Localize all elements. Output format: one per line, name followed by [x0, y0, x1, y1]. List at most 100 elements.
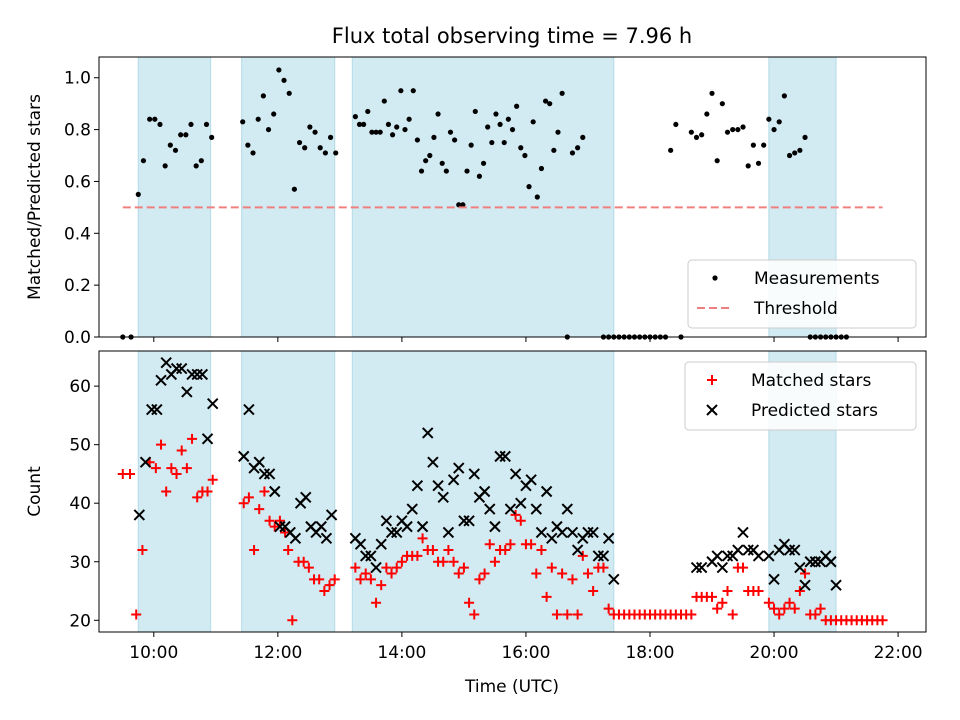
- measurement-point: [188, 121, 194, 128]
- matched-star-marker: [598, 562, 609, 573]
- predicted-star-marker: [571, 544, 584, 556]
- measurement-point: [255, 116, 261, 122]
- measurement-point: [668, 147, 674, 153]
- matched-star-marker: [303, 562, 314, 573]
- measurement-point: [735, 126, 741, 133]
- matched-star-marker: [458, 562, 469, 573]
- measurement-point: [569, 150, 576, 156]
- measurement-point: [410, 88, 416, 94]
- measurement-point: [485, 124, 491, 130]
- legend-box: [687, 259, 917, 329]
- matched-star-marker: [391, 562, 402, 573]
- predicted-star-marker: [422, 427, 434, 439]
- matched-star-marker: [505, 539, 516, 550]
- matched-star-marker: [526, 539, 537, 550]
- matched-star-marker: [264, 515, 275, 526]
- predicted-star-marker: [556, 526, 568, 539]
- x-axis-label: Time (UTC): [464, 677, 559, 697]
- predicted-star-marker: [406, 503, 418, 515]
- matched-star-marker: [603, 603, 614, 614]
- matched-star-marker: [192, 492, 203, 503]
- measurement-point: [688, 129, 694, 135]
- matched-star-marker: [156, 439, 167, 450]
- measurement-point: [140, 158, 147, 164]
- matched-star-marker: [577, 550, 588, 561]
- matched-star-marker: [412, 550, 423, 561]
- legend-label: Predicted stars: [751, 401, 878, 421]
- axes-frame: [98, 350, 927, 633]
- measurement-point: [377, 129, 383, 135]
- matched-star-marker: [360, 568, 371, 579]
- matched-star-marker: [712, 603, 723, 614]
- matched-star-marker: [207, 474, 218, 485]
- predicted-star-marker: [597, 550, 610, 562]
- measurement-point: [209, 134, 215, 140]
- matched-star-marker: [443, 545, 454, 556]
- measurement-point: [538, 165, 545, 172]
- measurement-point: [480, 160, 487, 166]
- predicted-star-marker: [401, 520, 413, 533]
- matched-star-marker: [417, 533, 428, 544]
- matched-star-marker: [546, 562, 557, 573]
- measurement-point: [489, 139, 495, 146]
- measurement-point: [307, 124, 313, 130]
- measurement-point: [431, 134, 437, 140]
- matched-star-marker: [150, 463, 161, 474]
- measurement-point: [435, 111, 441, 117]
- predicted-star-marker: [484, 503, 496, 515]
- measurement-point: [423, 158, 429, 164]
- predicted-star-marker: [258, 468, 271, 480]
- measurement-point: [271, 111, 277, 117]
- predicted-star-marker: [582, 526, 594, 539]
- measurement-point: [724, 129, 731, 135]
- matched-star-marker: [314, 574, 325, 585]
- predicted-star-marker: [752, 550, 765, 562]
- predicted-star-marker: [499, 450, 511, 463]
- matched-star-marker: [319, 586, 330, 597]
- predicted-star-marker: [207, 397, 219, 410]
- predicted-star-marker: [380, 515, 393, 527]
- measurement-point: [802, 134, 808, 140]
- measurement-point: [418, 168, 425, 174]
- matched-star-marker: [582, 568, 593, 579]
- predicted-star-marker: [133, 509, 146, 521]
- measurement-point: [699, 132, 705, 138]
- y-tick-label: 0.4: [64, 224, 91, 244]
- measurement-point: [719, 101, 725, 107]
- measurement-point: [468, 142, 474, 148]
- predicted-star-marker: [732, 544, 744, 556]
- measurement-point: [526, 184, 532, 190]
- predicted-star-marker: [325, 509, 338, 521]
- measurement-point: [542, 98, 549, 104]
- measurement-point: [514, 103, 520, 109]
- matched-star-marker: [794, 586, 805, 597]
- predicted-star-marker: [695, 561, 708, 574]
- predicted-star-marker: [830, 579, 842, 591]
- top-panel: 0.0 0.2 0.4 0.6 0.8 1.0 Matched/Predicted star…: [25, 56, 927, 348]
- y-tick-label: 1.0: [64, 69, 91, 89]
- x-tick-label: 12:00: [253, 643, 302, 663]
- measurement-point: [414, 137, 420, 143]
- matched-star-marker: [371, 597, 382, 608]
- measurement-point: [193, 163, 199, 169]
- matched-star-marker: [249, 545, 260, 556]
- matched-star-marker: [202, 486, 213, 497]
- predicted-star-marker: [253, 456, 265, 468]
- matched-star-marker: [298, 556, 309, 567]
- predicted-star-marker: [458, 515, 470, 527]
- measurement-point: [771, 126, 777, 133]
- predicted-star-marker: [721, 550, 734, 562]
- predicted-star-marker: [146, 403, 158, 416]
- matched-star-marker: [800, 568, 811, 579]
- measurement-point: [352, 114, 358, 120]
- measurement-point: [745, 163, 751, 169]
- measurement-point: [381, 98, 387, 104]
- matched-star-marker: [287, 615, 298, 626]
- predicted-star-marker: [243, 403, 255, 416]
- measurement-point: [693, 134, 700, 140]
- measurement-point: [740, 124, 746, 130]
- matched-star-marker: [137, 545, 148, 556]
- x-tick-label: 22:00: [874, 643, 923, 663]
- matched-star-marker: [810, 609, 821, 620]
- predicted-star-marker: [365, 550, 377, 562]
